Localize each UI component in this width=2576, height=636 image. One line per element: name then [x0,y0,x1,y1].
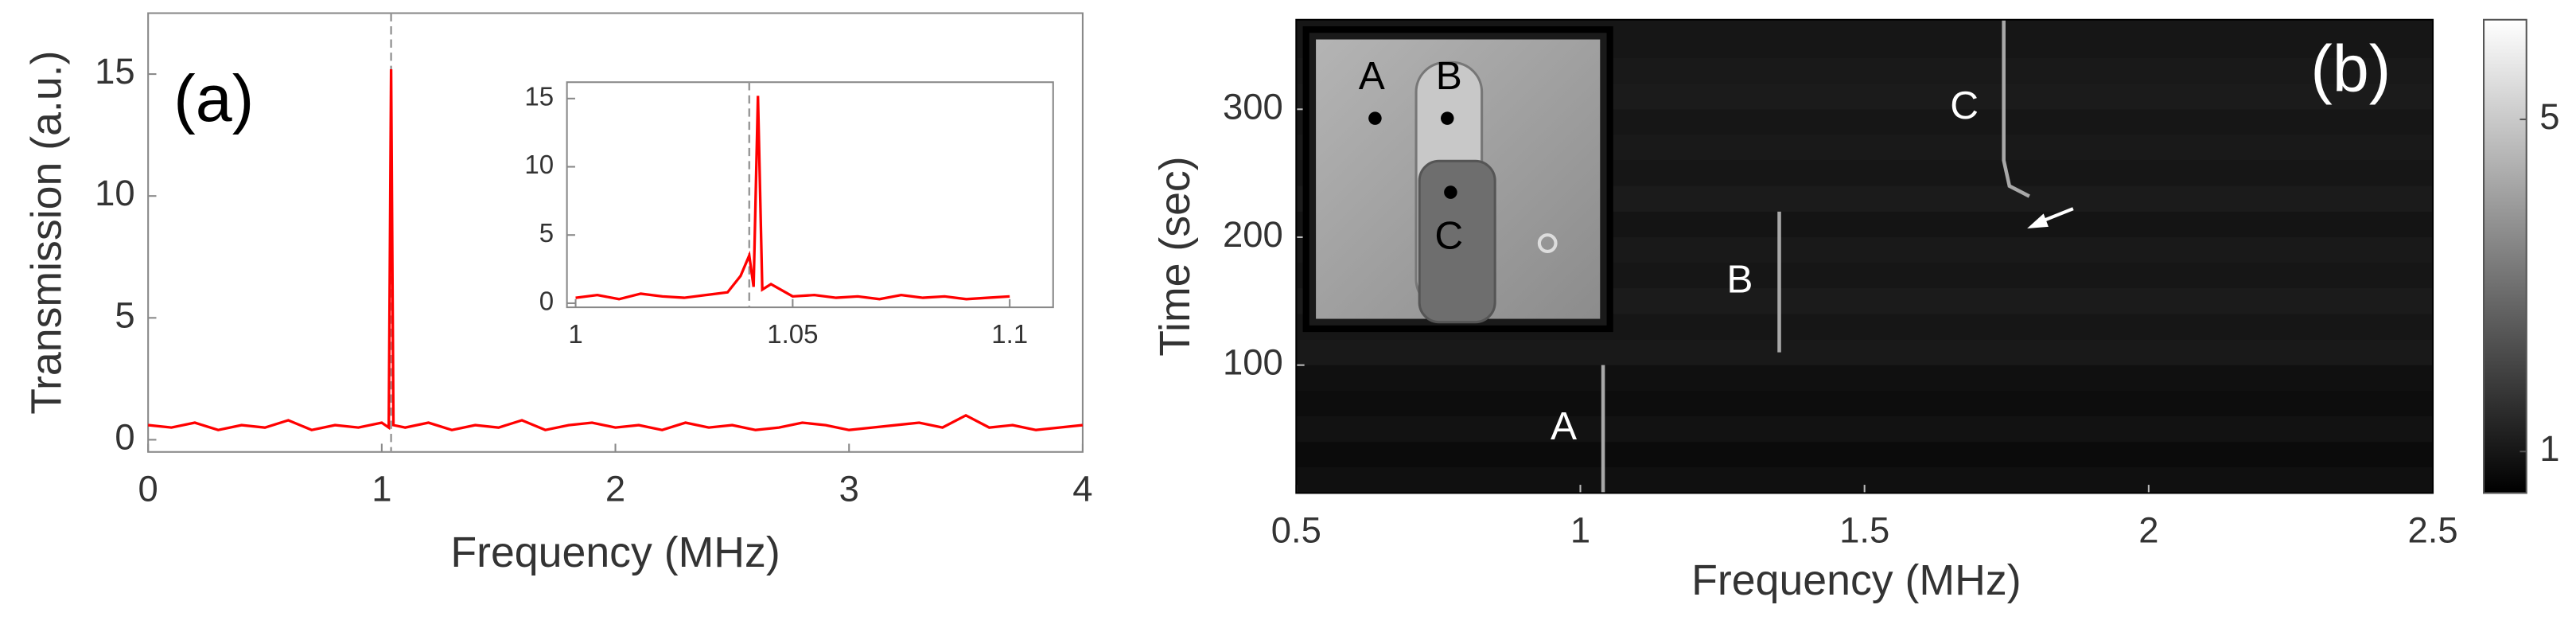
y-tick-label: 100 [1223,342,1283,383]
heatmap-band [1296,442,2434,468]
x-tick-label: 0.5 [1271,509,1321,550]
heatmap-band [1296,416,2434,443]
x-tick-label: 1.1 [991,319,1028,349]
y-tick-label: 5 [115,295,134,335]
y-tick-label: 200 [1223,214,1283,255]
y-axis-label: Time (sec) [1151,156,1199,356]
x-tick-label: 1.05 [767,319,818,349]
colorbar-tick-label: 5 [2539,96,2559,137]
resonance-trace [2002,19,2030,198]
x-tick-label: 2 [2138,509,2158,550]
trace-label: A [1551,404,1577,448]
x-tick-label: 1 [372,469,391,509]
y-tick-label: 10 [524,150,554,179]
x-axis-label: Frequency (MHz) [450,529,780,576]
y-tick-label: 15 [95,51,135,92]
trace-label: B [1726,256,1753,301]
y-tick-label: 5 [539,218,554,248]
y-axis-label: Transmission (a.u.) [22,51,70,415]
colorbar-tick-label: 1 [2539,428,2559,469]
y-tick-label: 15 [524,82,554,111]
annotation-arrow [2027,207,2074,228]
panel-label: (a) [173,62,254,135]
x-tick-label: 2.5 [2407,509,2457,550]
inset-label: C [1434,213,1463,257]
x-tick-label: 0 [138,469,158,509]
y-tick-label: 0 [539,287,554,316]
inset-label: B [1436,53,1462,98]
plot-frame [1295,18,2434,494]
spectrum-line [575,96,1010,301]
y-tick-label: 0 [115,416,134,457]
heatmap-band [1296,339,2434,365]
x-tick-label: 2 [605,469,625,509]
x-tick-label: 1 [1570,509,1590,550]
colorbar [2482,18,2527,494]
x-tick-label: 1.5 [1839,509,1889,550]
x-tick-label: 4 [1072,469,1092,509]
inset-label: A [1359,53,1385,98]
heatmap-band [1296,390,2434,416]
trace-label: C [1950,83,1979,127]
spectrum-line [147,68,1084,431]
y-tick-label: 10 [95,173,135,213]
x-tick-label: 1 [568,319,582,349]
x-tick-label: 3 [839,469,859,509]
panel-label: (b) [2310,33,2391,106]
heatmap-band [1296,365,2434,391]
inset-photo [1302,26,1613,333]
plot-area [566,81,1054,309]
x-axis-label: Frequency (MHz) [1691,556,2021,604]
y-tick-label: 300 [1223,86,1283,127]
